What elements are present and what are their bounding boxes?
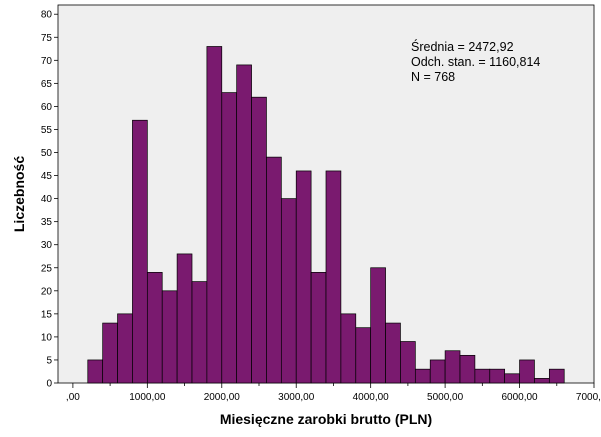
x-axis: ,00 1000,00 2000,00 3000,00 4000,00 5000,00 60…	[66, 383, 601, 403]
x-tick-label: ,00	[66, 392, 80, 403]
y-tick-label: 45	[41, 171, 53, 182]
y-tick-label: 60	[41, 102, 53, 113]
histogram-bar	[414, 368, 431, 384]
histogram-bar	[295, 170, 312, 384]
histogram-bar	[206, 46, 223, 384]
histogram-bar	[340, 313, 357, 384]
histogram-bar	[236, 64, 252, 384]
x-tick-label: 7000,00	[576, 392, 601, 403]
y-tick-label: 15	[41, 309, 53, 320]
x-tick-label: 6000,00	[501, 392, 538, 403]
histogram-bar	[280, 198, 297, 384]
stats-mean: Średnia = 2472,92	[411, 39, 514, 54]
histogram-bar	[444, 350, 461, 384]
histogram-bar	[519, 359, 535, 384]
histogram-bar	[325, 170, 342, 384]
histogram-bar	[87, 359, 104, 384]
y-axis-title: Liczebność	[11, 156, 27, 232]
x-tick-label: 3000,00	[278, 392, 315, 403]
histogram-bar	[132, 119, 148, 384]
y-tick-label: 50	[41, 148, 53, 159]
y-tick-label: 55	[41, 125, 53, 136]
y-tick-label: 35	[41, 217, 53, 228]
histogram-bar	[310, 272, 327, 384]
histogram-bar	[102, 322, 118, 384]
x-tick-label: 1000,00	[129, 392, 166, 403]
y-axis: 0 5 10 15 20 25 30 35 40 45 50 55 60 65 70 75 80	[41, 10, 58, 390]
histogram-bar	[504, 373, 520, 384]
stats-n: N = 768	[411, 70, 455, 84]
histogram-bar	[548, 368, 565, 384]
histogram-bar	[385, 322, 401, 384]
histogram-bar	[474, 368, 491, 384]
y-tick-label: 65	[41, 79, 53, 90]
histogram-bar	[221, 92, 238, 384]
histogram-bar	[400, 341, 416, 384]
y-tick-label: 75	[41, 33, 53, 44]
stats-box: Średnia = 2472,92 Odch. stan. = 1160,814…	[411, 39, 540, 84]
histogram-bar	[146, 272, 163, 384]
x-axis-title: Miesięczne zarobki brutto (PLN)	[220, 411, 432, 427]
histogram-bar	[117, 313, 133, 384]
y-tick-label: 25	[41, 263, 53, 274]
histogram-bar	[161, 290, 178, 384]
histogram-bar	[191, 281, 208, 384]
y-tick-label: 10	[41, 332, 53, 343]
y-tick-label: 20	[41, 286, 53, 297]
y-tick-label: 80	[41, 10, 53, 21]
histogram-bar	[176, 253, 193, 384]
x-tick-label: 5000,00	[427, 392, 464, 403]
y-tick-label: 70	[41, 56, 53, 67]
x-tick-label: 2000,00	[204, 392, 241, 403]
y-tick-label: 0	[46, 379, 52, 390]
histogram-bar	[355, 327, 372, 384]
y-tick-label: 30	[41, 240, 53, 251]
histogram-bar	[534, 378, 550, 384]
histogram-bar	[429, 359, 446, 384]
histogram-bar	[459, 354, 476, 384]
bar-group	[87, 46, 565, 384]
histogram-bar	[489, 368, 506, 384]
histogram-bar	[251, 96, 267, 384]
y-tick-label: 5	[46, 355, 52, 366]
histogram-bar	[266, 156, 282, 384]
y-tick-label: 40	[41, 194, 53, 205]
x-tick-label: 4000,00	[353, 392, 390, 403]
stats-std: Odch. stan. = 1160,814	[411, 55, 540, 69]
histogram-bar	[370, 267, 386, 384]
